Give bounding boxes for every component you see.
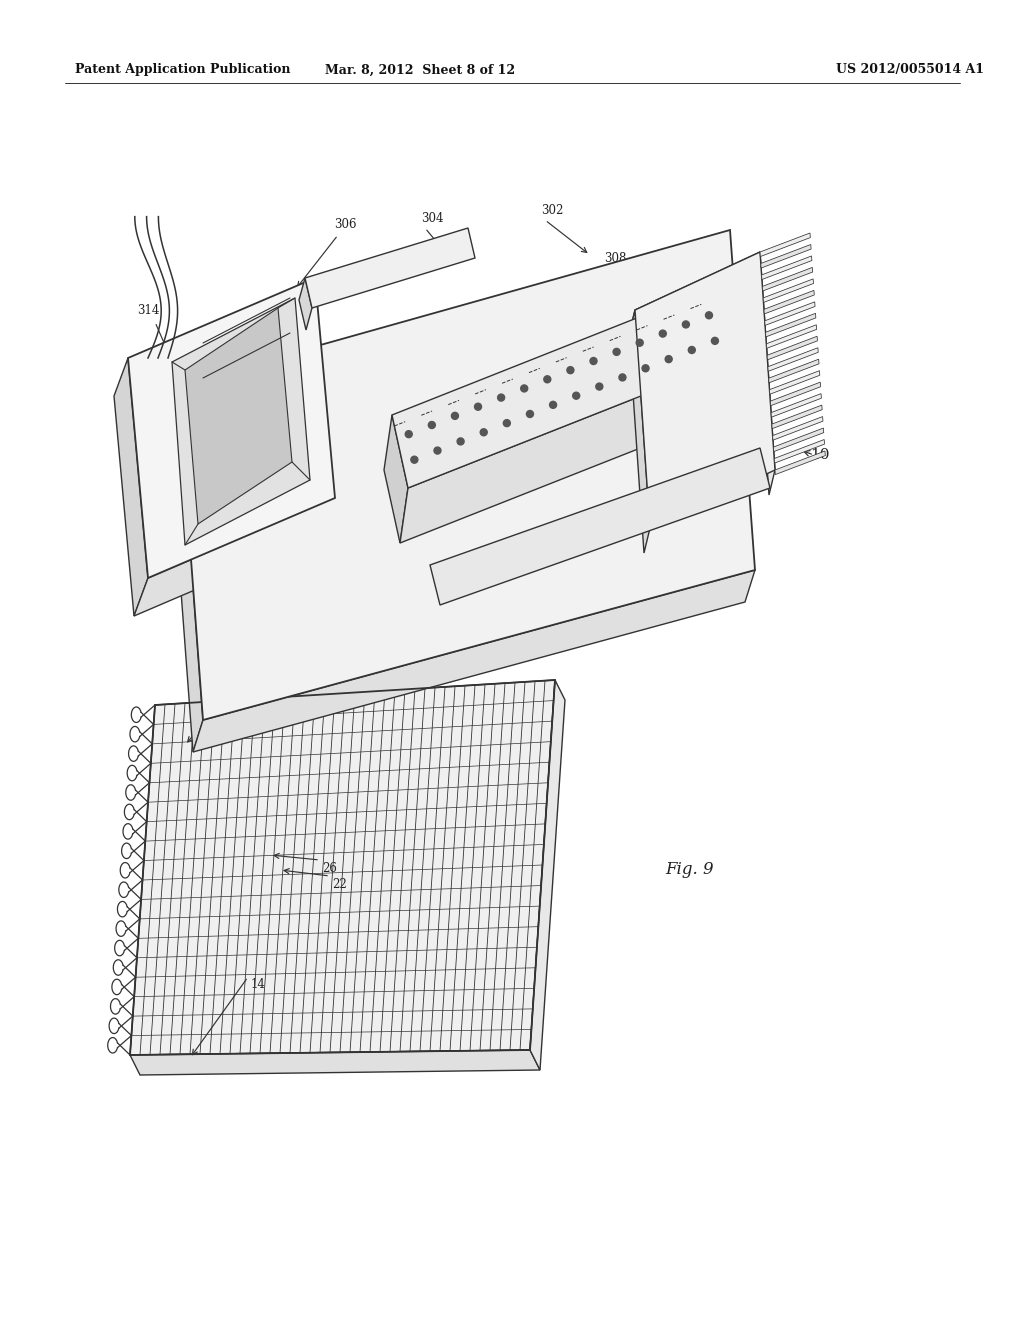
Text: 22: 22 (333, 879, 347, 891)
Circle shape (406, 430, 413, 438)
Polygon shape (764, 290, 814, 314)
Circle shape (452, 412, 459, 420)
Circle shape (474, 403, 481, 411)
Polygon shape (763, 268, 813, 290)
Polygon shape (775, 451, 825, 475)
Text: 334: 334 (640, 272, 663, 285)
Circle shape (613, 348, 621, 355)
Circle shape (521, 385, 527, 392)
Text: Fig. 9: Fig. 9 (666, 862, 715, 879)
Text: US 2012/0055014 A1: US 2012/0055014 A1 (836, 63, 984, 77)
Text: 14: 14 (251, 978, 265, 991)
Text: Mar. 8, 2012  Sheet 8 of 12: Mar. 8, 2012 Sheet 8 of 12 (325, 63, 515, 77)
Polygon shape (299, 279, 312, 330)
Text: 309: 309 (557, 293, 580, 306)
Text: 332: 332 (622, 261, 644, 275)
Polygon shape (762, 256, 812, 280)
Circle shape (411, 457, 418, 463)
Circle shape (504, 420, 510, 426)
Polygon shape (765, 302, 815, 326)
Circle shape (618, 374, 626, 381)
Circle shape (636, 339, 643, 346)
Polygon shape (178, 230, 755, 719)
Text: 340: 340 (568, 591, 591, 605)
Circle shape (544, 376, 551, 383)
Polygon shape (128, 279, 335, 578)
Polygon shape (305, 228, 475, 308)
Text: Patent Application Publication: Patent Application Publication (75, 63, 291, 77)
Polygon shape (130, 1049, 540, 1074)
Circle shape (659, 330, 667, 337)
Polygon shape (185, 308, 292, 524)
Polygon shape (768, 347, 818, 371)
Polygon shape (430, 447, 770, 605)
Polygon shape (134, 498, 335, 616)
Polygon shape (767, 337, 817, 360)
Circle shape (428, 421, 435, 429)
Polygon shape (773, 417, 823, 440)
Text: 23: 23 (230, 678, 246, 692)
Polygon shape (707, 286, 732, 414)
Text: 302: 302 (541, 203, 563, 216)
Polygon shape (754, 252, 775, 495)
Circle shape (526, 411, 534, 417)
Circle shape (682, 321, 689, 327)
Circle shape (480, 429, 487, 436)
Polygon shape (193, 570, 755, 752)
Polygon shape (392, 286, 732, 488)
Circle shape (457, 438, 464, 445)
Text: 306: 306 (334, 219, 356, 231)
Polygon shape (400, 360, 732, 543)
Polygon shape (771, 393, 821, 417)
Circle shape (590, 358, 597, 364)
Polygon shape (769, 359, 819, 383)
Polygon shape (772, 405, 822, 429)
Polygon shape (629, 252, 760, 335)
Text: 26: 26 (323, 862, 338, 874)
Polygon shape (770, 383, 820, 405)
Text: 314: 314 (137, 304, 159, 317)
Polygon shape (766, 325, 816, 348)
Circle shape (498, 395, 505, 401)
Text: 308: 308 (604, 252, 627, 264)
Circle shape (712, 338, 719, 345)
Polygon shape (761, 244, 811, 268)
Polygon shape (763, 279, 813, 302)
Polygon shape (766, 313, 816, 337)
Circle shape (688, 346, 695, 354)
Circle shape (434, 447, 441, 454)
Polygon shape (774, 440, 824, 463)
Polygon shape (769, 371, 820, 395)
Circle shape (567, 367, 573, 374)
Polygon shape (635, 252, 775, 528)
Polygon shape (384, 414, 408, 543)
Circle shape (642, 364, 649, 372)
Circle shape (572, 392, 580, 399)
Circle shape (706, 312, 713, 319)
Text: 304: 304 (421, 211, 443, 224)
Text: 10: 10 (468, 366, 487, 379)
Polygon shape (530, 680, 565, 1071)
Polygon shape (114, 358, 148, 616)
Polygon shape (168, 385, 203, 752)
Polygon shape (130, 680, 555, 1055)
Text: 320: 320 (376, 474, 398, 487)
Text: 10: 10 (810, 447, 829, 462)
Circle shape (550, 401, 557, 408)
Polygon shape (172, 298, 310, 545)
Circle shape (596, 383, 603, 391)
Polygon shape (773, 428, 823, 451)
Polygon shape (760, 234, 810, 256)
Circle shape (666, 355, 672, 363)
Polygon shape (629, 310, 650, 553)
